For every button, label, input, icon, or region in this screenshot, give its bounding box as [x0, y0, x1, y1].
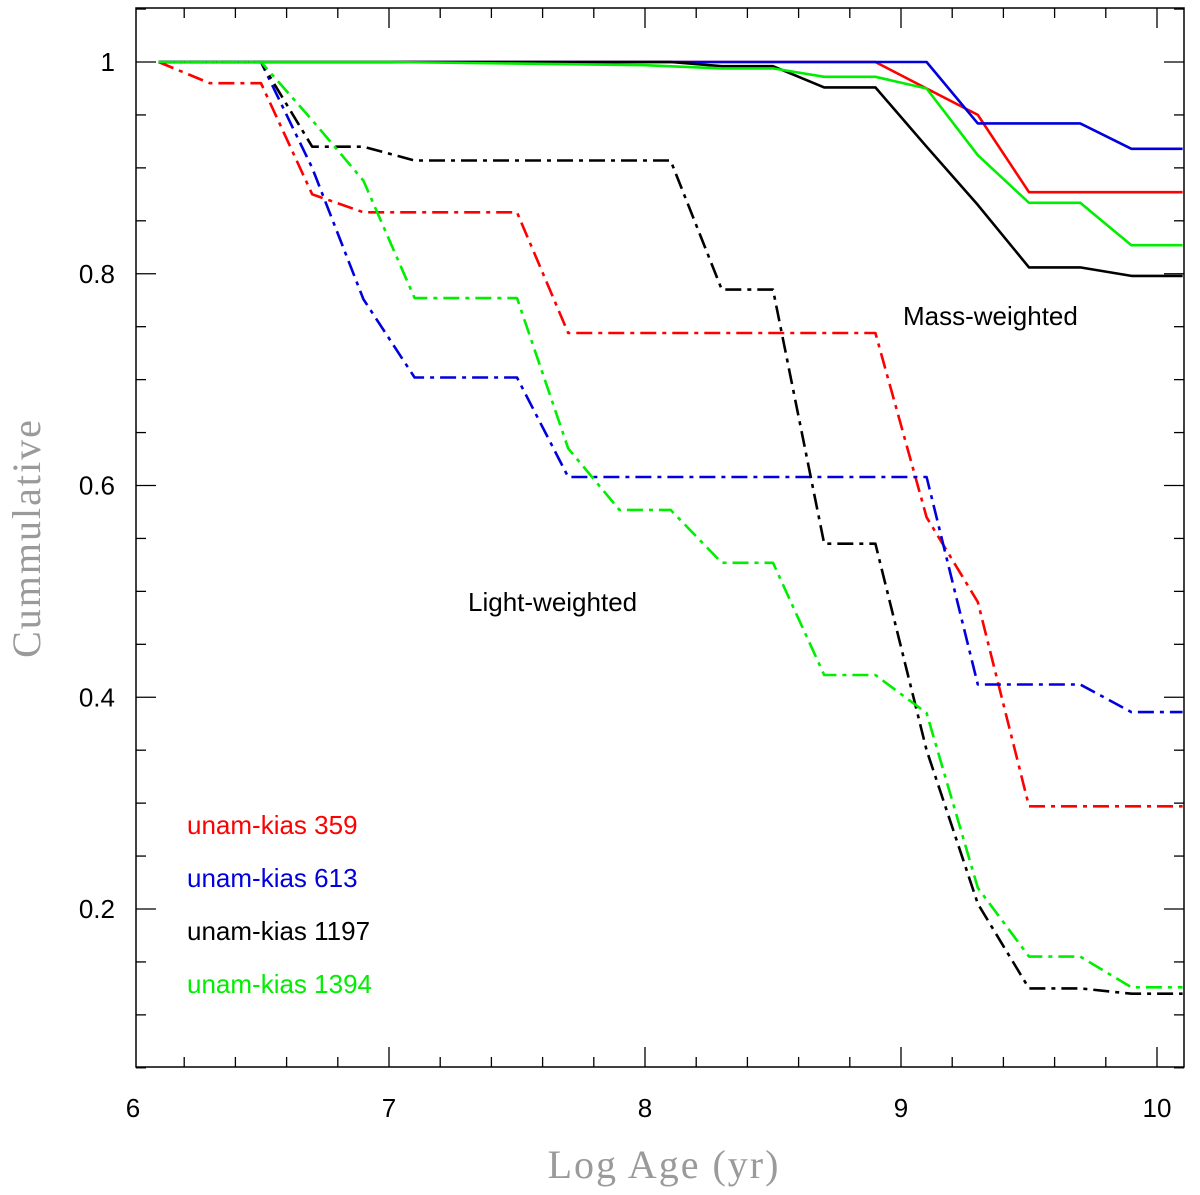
series-line-light-unam-kias-359 — [158, 60, 1183, 808]
y-tick-label: 1 — [101, 47, 115, 77]
x-tick-label: 6 — [126, 1093, 140, 1123]
y-tick-label: 0.2 — [79, 894, 115, 924]
series-line-mass-unam-kias-1394 — [158, 60, 1183, 247]
y-axis-title: Cummulative — [4, 418, 49, 658]
x-tick-label: 10 — [1143, 1093, 1172, 1123]
x-tick-label: 9 — [894, 1093, 908, 1123]
legend-entry-613: unam-kias 613 — [187, 863, 358, 893]
tick-labels-layer: 6 7 8 9 10 0.2 0.4 0.6 0.8 1 — [79, 47, 1172, 1123]
plot-frame — [135, 7, 1185, 1068]
y-tick-label: 0.4 — [79, 682, 115, 712]
y-tick-label: 0.8 — [79, 259, 115, 289]
series-line-light-unam-kias-1197 — [158, 60, 1183, 996]
ticks-layer — [136, 8, 1184, 1069]
legend-entry-1197: unam-kias 1197 — [187, 916, 370, 946]
series-layer — [158, 60, 1183, 996]
legend-entry-1394: unam-kias 1394 — [187, 969, 372, 999]
legend-entry-359: unam-kias 359 — [187, 810, 358, 840]
x-tick-label: 8 — [638, 1093, 652, 1123]
annotation-light-weighted: Light-weighted — [468, 587, 637, 617]
x-axis-title: Log Age (yr) — [548, 1142, 781, 1187]
series-line-light-unam-kias-1394 — [158, 60, 1183, 989]
legend: unam-kias 359 unam-kias 613 unam-kias 11… — [187, 810, 372, 999]
x-tick-label: 7 — [382, 1093, 396, 1123]
series-line-light-unam-kias-613 — [158, 60, 1183, 714]
annotation-mass-weighted: Mass-weighted — [903, 301, 1078, 331]
y-tick-label: 0.6 — [79, 471, 115, 501]
